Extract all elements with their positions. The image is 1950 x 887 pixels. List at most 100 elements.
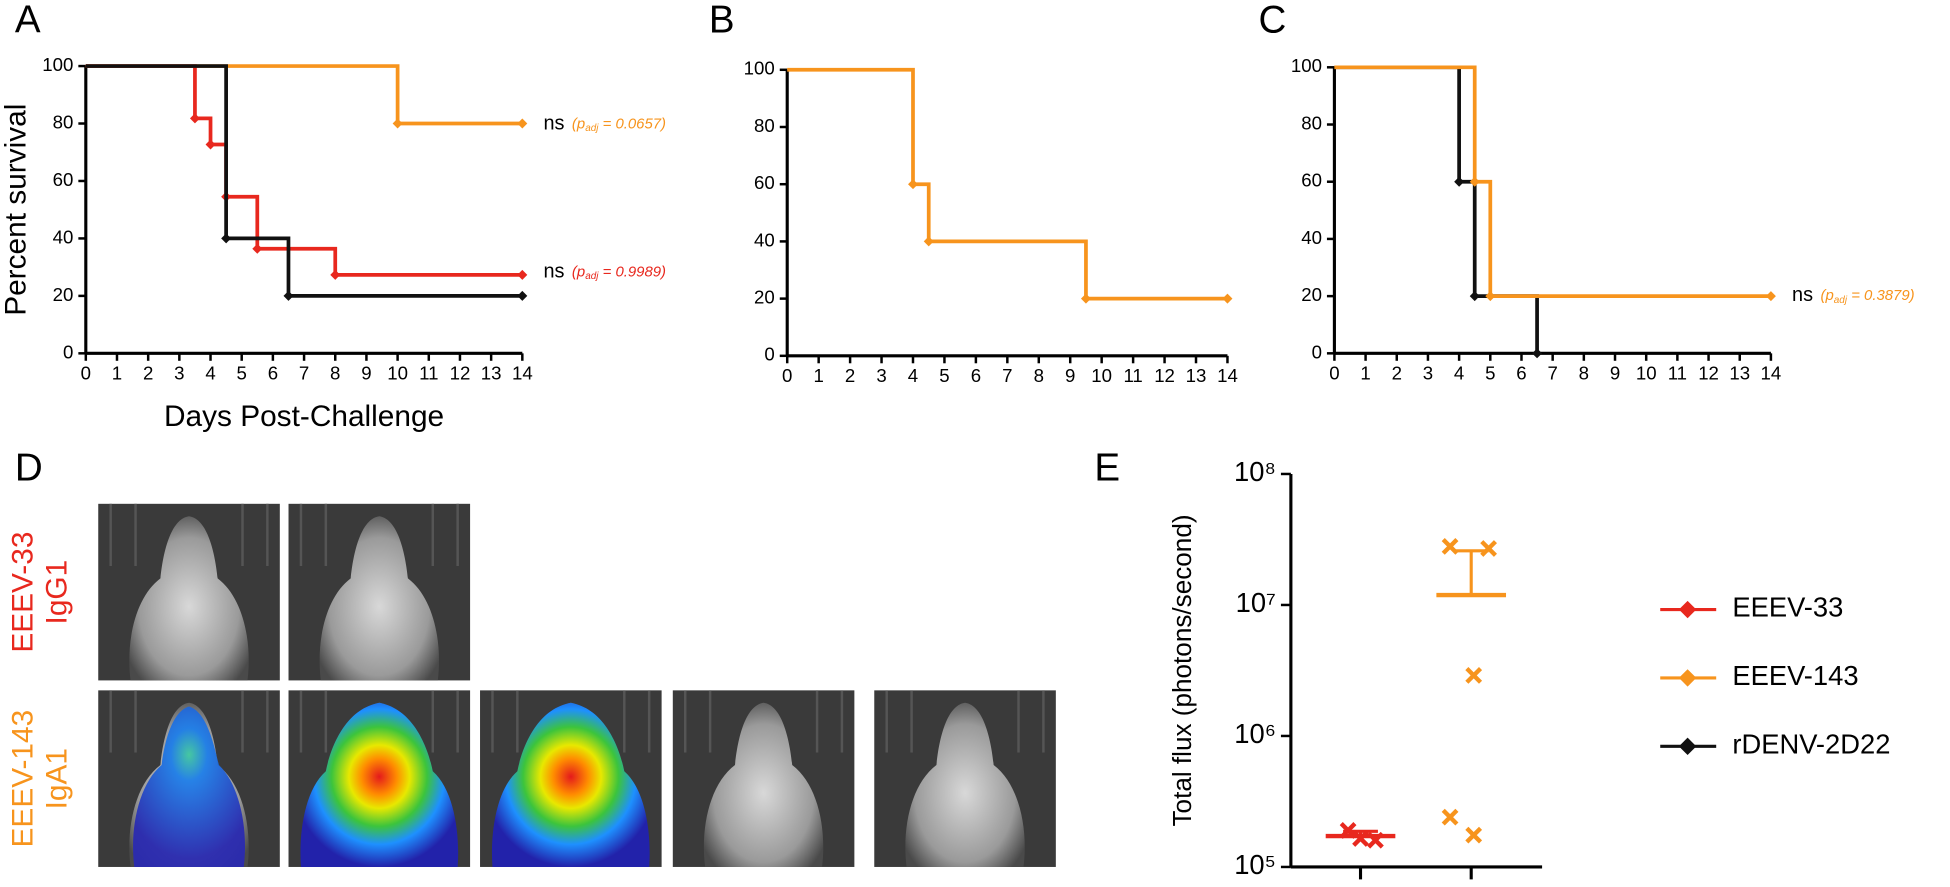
x-tick-label: 7 (1002, 365, 1012, 386)
x-tick-label: 6 (1516, 362, 1526, 383)
survival-marker (1485, 291, 1496, 302)
y-tick-label: 20 (53, 284, 74, 305)
p-subscript: adj (585, 271, 599, 282)
x-tick-label: 10 (1091, 365, 1112, 386)
y-tick-label: 10⁸ (1234, 456, 1276, 487)
panel-label: D (15, 446, 43, 489)
y-axis-title: Percent survival (0, 104, 32, 316)
p-subscript: adj (1834, 294, 1848, 305)
survival-marker (517, 290, 528, 301)
x-tick-label: 2 (1392, 362, 1402, 383)
survival-curve (1334, 65, 1539, 354)
survival-curve (787, 67, 1228, 301)
y-tick-label: 0 (63, 341, 73, 362)
y-tick-label: 20 (754, 287, 775, 308)
y-tick-label: 40 (754, 229, 775, 250)
data-point (1441, 808, 1459, 826)
survival-marker (330, 269, 341, 280)
survival-marker (923, 236, 934, 247)
y-tick-label: 0 (1312, 341, 1322, 362)
x-tick-label: 13 (1186, 365, 1207, 386)
survival-marker (1532, 348, 1543, 359)
error-bar (1453, 549, 1489, 596)
x-tick-label: 8 (1034, 365, 1044, 386)
x-tick-label: 9 (1610, 362, 1620, 383)
image-row-label: EEEV-143 (7, 710, 40, 848)
survival-curve (85, 64, 523, 298)
ns-label: ns (543, 261, 564, 283)
x-tick-label: 4 (205, 362, 215, 383)
legend-label: EEEV-143 (1732, 660, 1858, 691)
survival-curve (85, 64, 523, 126)
panel-label: A (15, 0, 41, 42)
x-tick-label: 6 (268, 362, 278, 383)
error-bar (1343, 829, 1378, 837)
x-tick-label: 11 (1123, 365, 1142, 386)
panel-label: B (709, 0, 735, 42)
survival-marker (283, 290, 294, 301)
survival-marker (908, 179, 918, 190)
legend-marker (1678, 600, 1697, 619)
y-tick-label: 60 (754, 172, 775, 193)
x-tick-label: 13 (1729, 362, 1750, 383)
p-value: = 0.0657) (598, 115, 666, 132)
survival-marker (1080, 293, 1091, 304)
x-tick-label: 14 (1217, 365, 1238, 386)
x-tick-label: 8 (330, 362, 340, 383)
image-row-label: IgA1 (40, 748, 73, 809)
x-tick-label: 2 (845, 365, 855, 386)
p-value: = 0.9989) (598, 263, 666, 280)
y-tick-label: 20 (1301, 284, 1322, 305)
x-tick-label: 3 (876, 365, 886, 386)
survival-marker (392, 118, 403, 129)
x-tick-label: 8 (1579, 362, 1589, 383)
image-row-label: EEEV-33 (7, 532, 40, 653)
x-tick-label: 7 (1547, 362, 1557, 383)
x-tick-label: 5 (1485, 362, 1495, 383)
y-tick-label: 80 (53, 111, 74, 132)
ns-label: ns (1792, 284, 1813, 306)
x-tick-label: 0 (81, 362, 91, 383)
x-tick-label: 2 (143, 362, 153, 383)
x-tick-label: 12 (1698, 362, 1719, 383)
survival-marker (1469, 176, 1480, 187)
significance-annotation: ns (padj = 0.9989) (543, 261, 666, 283)
y-tick-label: 100 (744, 58, 775, 79)
x-tick-label: 0 (1329, 362, 1339, 383)
y-tick-label: 100 (42, 54, 73, 75)
data-point (1465, 826, 1483, 844)
data-point (1480, 540, 1497, 557)
survival-marker (205, 139, 216, 150)
image-row-label: IgG1 (40, 560, 73, 625)
survival-marker (1469, 291, 1480, 302)
p-subscript: adj (585, 123, 599, 134)
y-tick-label: 40 (53, 226, 74, 247)
survival-marker (1454, 176, 1465, 187)
survival-marker (1222, 293, 1233, 304)
x-axis-title: Days Post-Challenge (164, 400, 444, 433)
x-tick-label: 3 (174, 362, 184, 383)
survival-marker (221, 233, 232, 244)
x-tick-label: 0 (782, 365, 792, 386)
y-tick-label: 100 (1291, 55, 1322, 76)
y-tick-label: 40 (1301, 227, 1322, 248)
legend-label: EEEV-33 (1732, 592, 1843, 623)
x-tick-label: 14 (1761, 362, 1782, 383)
x-tick-label: 10 (387, 362, 408, 383)
x-tick-label: 4 (908, 365, 918, 386)
panel-label: C (1259, 0, 1287, 42)
y-tick-label: 80 (754, 115, 775, 136)
x-tick-label: 9 (361, 362, 371, 383)
x-tick-label: 10 (1636, 362, 1657, 383)
x-tick-label: 3 (1423, 362, 1433, 383)
y-tick-label: 10⁶ (1234, 718, 1276, 749)
bioluminescence-images (97, 502, 1058, 869)
x-tick-label: 5 (939, 365, 949, 386)
x-tick-label: 6 (971, 365, 981, 386)
x-tick-label: 12 (1154, 365, 1175, 386)
survival-marker (252, 243, 263, 254)
x-tick-label: 11 (1668, 362, 1687, 383)
x-tick-label: 1 (1360, 362, 1370, 383)
